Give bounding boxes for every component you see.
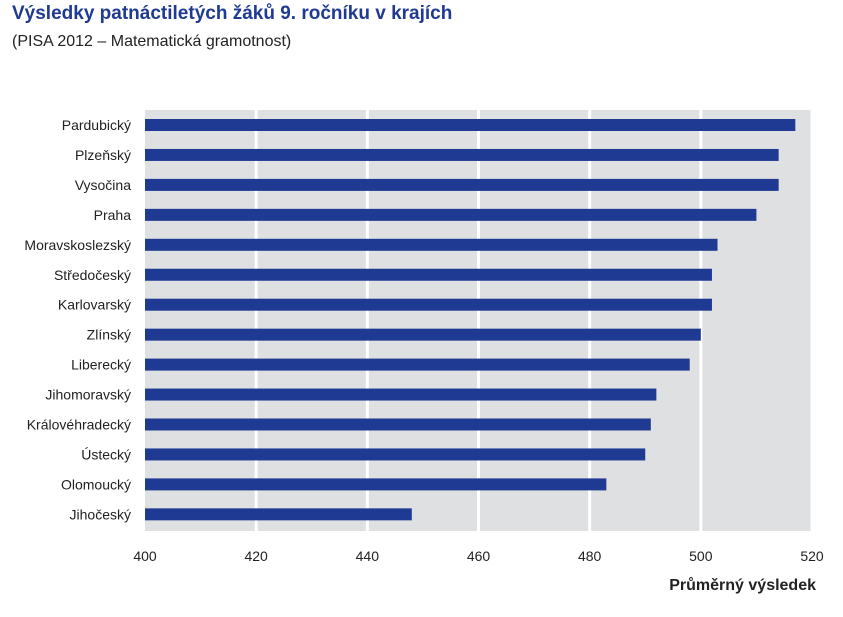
category-label: Moravskoslezský xyxy=(24,237,131,253)
x-tick-label: 520 xyxy=(800,548,824,564)
x-axis-title: Průměrný výsledek xyxy=(669,577,816,594)
chart-subtitle: (PISA 2012 – Matematická gramotnost) xyxy=(12,33,292,50)
bar xyxy=(145,388,657,401)
bar xyxy=(145,208,757,221)
x-tick-label: 500 xyxy=(689,548,713,564)
bar xyxy=(145,418,651,431)
category-label: Středočeský xyxy=(54,267,131,283)
category-label: Jihomoravský xyxy=(45,387,131,403)
bar xyxy=(145,148,779,161)
category-label: Zlínský xyxy=(87,327,131,343)
category-label: Plzeňský xyxy=(75,147,131,163)
category-label: Liberecký xyxy=(71,357,131,373)
category-label: Vysočina xyxy=(75,177,132,193)
chart-title: Výsledky patnáctiletých žáků 9. ročníku … xyxy=(12,3,453,24)
category-label: Olomoucký xyxy=(61,476,131,492)
bar xyxy=(145,268,712,281)
bar xyxy=(145,119,796,131)
x-tick-label: 480 xyxy=(578,548,602,564)
bar xyxy=(145,448,646,461)
x-tick-label: 460 xyxy=(467,548,491,564)
category-label: Královéhradecký xyxy=(27,417,131,433)
bar xyxy=(145,358,690,371)
bar xyxy=(145,508,412,521)
bar xyxy=(145,478,607,491)
x-tick-label: 400 xyxy=(133,548,157,564)
category-label: Ústecký xyxy=(81,446,131,462)
bar xyxy=(145,238,718,251)
category-label: Praha xyxy=(94,207,132,223)
category-label: Jihočeský xyxy=(70,506,131,522)
category-label: Pardubický xyxy=(62,117,131,133)
category-labels: Pardubický Plzeňský Vysočina Praha Moravskos… xyxy=(24,117,131,522)
category-label: Karlovarský xyxy=(58,297,131,313)
x-tick-label: 420 xyxy=(244,548,268,564)
bar xyxy=(145,328,701,341)
bar xyxy=(145,298,712,311)
x-tick-label: 440 xyxy=(356,548,380,564)
bar xyxy=(145,178,779,191)
bars xyxy=(145,119,796,521)
x-tick-labels: 400 420 440 460 480 500 520 xyxy=(133,548,824,564)
